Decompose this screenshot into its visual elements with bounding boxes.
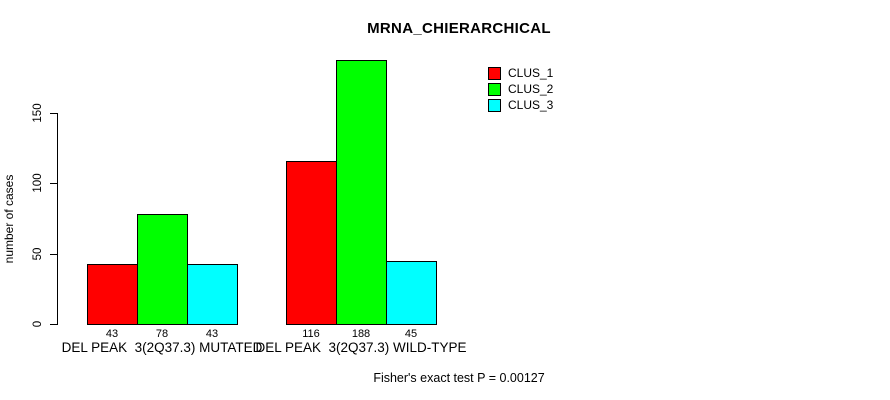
chart-title: MRNA_CHIERARCHICAL bbox=[367, 20, 551, 37]
y-axis-tick bbox=[50, 183, 57, 184]
y-axis-tick bbox=[50, 113, 57, 114]
y-axis-tick-label: 0 bbox=[32, 320, 44, 328]
legend-label: CLUS_2 bbox=[508, 82, 554, 96]
legend-swatch-icon bbox=[488, 82, 501, 96]
category-label: DEL PEAK 3(2Q37.3) WILD-TYPE bbox=[255, 340, 467, 355]
y-axis-tick-label: 50 bbox=[32, 247, 44, 261]
legend: CLUS_1 CLUS_2 CLUS_3 bbox=[488, 65, 553, 113]
bar-value-label: 116 bbox=[302, 328, 320, 340]
bar-value-label: 43 bbox=[205, 328, 219, 340]
y-axis-tick bbox=[50, 324, 57, 325]
legend-swatch-icon bbox=[488, 98, 501, 112]
legend-item: CLUS_1 bbox=[488, 65, 553, 81]
bar-clus-2-group-1 bbox=[137, 214, 188, 325]
footnote-text: Fisher's exact test P = 0.00127 bbox=[373, 371, 545, 385]
legend-label: CLUS_1 bbox=[508, 66, 554, 80]
bar-value-label: 78 bbox=[155, 328, 169, 340]
legend-item: CLUS_3 bbox=[488, 97, 553, 113]
bar-value-label: 45 bbox=[404, 328, 418, 340]
category-label: DEL PEAK 3(2Q37.3) MUTATED bbox=[61, 340, 263, 355]
bar-value-label: 43 bbox=[105, 328, 119, 340]
legend-item: CLUS_2 bbox=[488, 81, 553, 97]
y-axis-tick bbox=[50, 254, 57, 255]
bar-clus-3-group-2 bbox=[386, 261, 437, 325]
bar-clus-1-group-1 bbox=[87, 264, 138, 325]
y-axis-label: number of cases bbox=[2, 174, 16, 264]
legend-label: CLUS_3 bbox=[508, 98, 554, 112]
legend-swatch-icon bbox=[488, 66, 501, 80]
bar-clus-1-group-2 bbox=[286, 161, 337, 325]
y-axis-tick-label: 150 bbox=[32, 103, 44, 123]
bar-clus-3-group-1 bbox=[187, 264, 238, 325]
y-axis-line bbox=[57, 113, 58, 325]
bar-clus-2-group-2 bbox=[336, 60, 387, 325]
bar-value-label: 188 bbox=[351, 328, 371, 340]
y-axis-tick-label: 100 bbox=[32, 173, 44, 193]
